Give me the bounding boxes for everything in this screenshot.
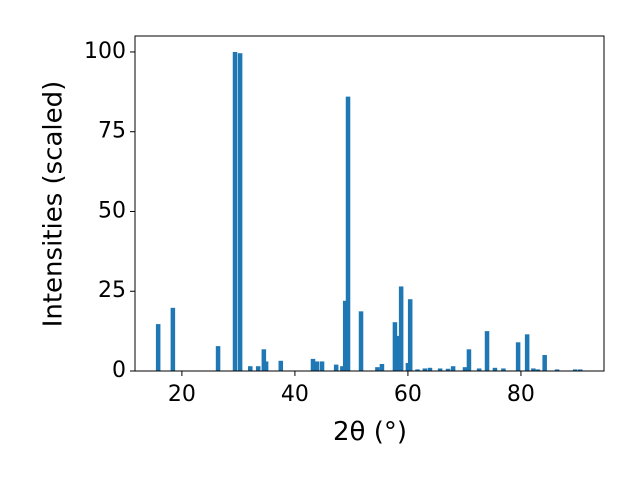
bar	[407, 299, 413, 371]
bar	[405, 363, 411, 371]
y-tick-label: 25	[98, 278, 126, 303]
bar	[333, 364, 339, 371]
y-tick-label: 50	[98, 198, 126, 223]
bar	[515, 342, 521, 371]
y-tick-label: 0	[112, 358, 126, 383]
bar	[215, 346, 221, 371]
x-tick-label: 80	[507, 382, 535, 407]
x-tick-label: 20	[168, 382, 196, 407]
bar	[278, 360, 284, 371]
bar	[462, 367, 468, 371]
y-tick-label: 75	[98, 119, 126, 144]
bar	[395, 335, 401, 371]
bar	[427, 367, 433, 371]
bar	[342, 300, 348, 371]
bar	[314, 361, 320, 371]
bar	[248, 366, 253, 371]
bar	[319, 361, 325, 371]
bar	[170, 307, 176, 371]
bar	[232, 51, 238, 371]
bar	[554, 369, 560, 371]
bar	[345, 96, 351, 371]
bar	[237, 53, 243, 371]
bar	[415, 369, 420, 371]
bar	[492, 367, 498, 371]
bar	[531, 368, 536, 371]
bar	[524, 334, 530, 371]
bar	[578, 369, 583, 371]
x-axis-label: 2θ (°)	[333, 417, 407, 447]
bar	[392, 322, 398, 371]
bar	[535, 369, 541, 371]
bar	[155, 324, 161, 371]
bar	[310, 358, 316, 371]
bar	[422, 368, 428, 371]
bar	[542, 355, 547, 371]
plot-frame	[134, 35, 605, 372]
bar	[340, 366, 345, 371]
bar	[501, 368, 506, 371]
bar	[261, 349, 267, 371]
x-tick-label: 60	[394, 382, 422, 407]
bar	[572, 369, 578, 371]
bar	[358, 311, 364, 371]
bar	[437, 368, 443, 371]
y-tick-label: 100	[84, 39, 126, 64]
bar	[466, 349, 472, 371]
y-axis-label: Intensities (scaled)	[39, 81, 69, 328]
bar	[379, 363, 385, 371]
bar	[445, 368, 451, 371]
bar	[375, 367, 380, 371]
bar	[263, 361, 269, 371]
bar	[484, 331, 490, 371]
bar	[476, 368, 482, 371]
bar	[398, 286, 404, 371]
x-tick-label: 40	[281, 382, 309, 407]
bar	[255, 366, 261, 371]
bar	[450, 366, 456, 371]
